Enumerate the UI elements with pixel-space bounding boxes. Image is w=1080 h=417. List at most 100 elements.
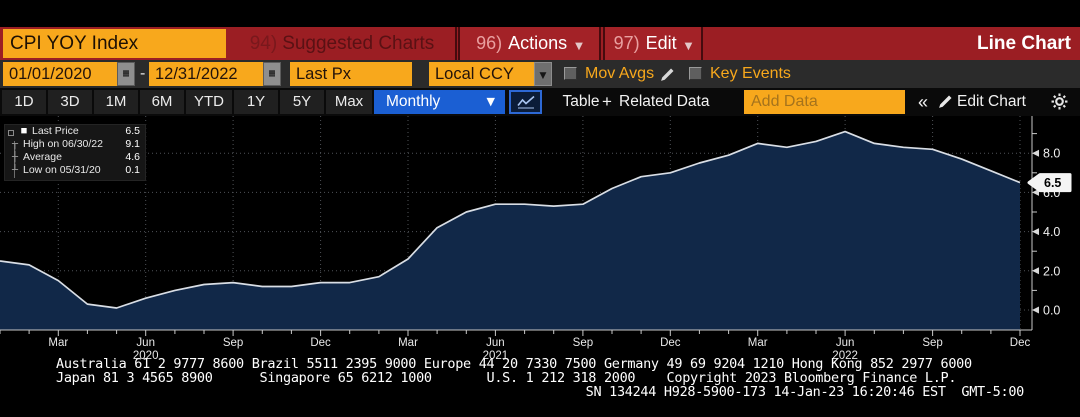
security-ticker-field[interactable]: CPI YOY Index <box>3 29 226 58</box>
legend-value: 6.5 <box>125 125 140 137</box>
caret-down-icon: ▼ <box>684 41 693 52</box>
svg-text:Sep: Sep <box>922 337 942 349</box>
edit-chart-button[interactable]: Edit Chart <box>957 93 1026 110</box>
view-type-label: Line Chart <box>977 33 1071 54</box>
date-range-separator: - <box>140 65 146 82</box>
mov-avgs-label[interactable]: Mov Avgs <box>585 65 655 82</box>
currency-dropdown-button[interactable]: ▼ <box>534 62 552 86</box>
chart-series <box>0 130 1021 330</box>
svg-text:2020: 2020 <box>133 350 159 360</box>
period-button-1y[interactable]: 1Y <box>234 90 278 114</box>
svg-text:Sep: Sep <box>223 337 243 349</box>
high-marker-icon: ┬ <box>11 139 19 150</box>
table-button[interactable]: Table <box>562 93 600 110</box>
legend-item-average[interactable]: ┼ Average 4.6 <box>5 151 145 164</box>
frequency-label: Monthly <box>386 93 441 110</box>
gear-icon[interactable] <box>1051 93 1068 115</box>
edit-menu-button[interactable]: 97) Edit ▼ <box>603 27 703 60</box>
chart-legend[interactable]: ■ Last Price 6.5 ┬ High on 06/30/22 9.1 … <box>4 124 146 181</box>
edit-label: Edit <box>645 33 677 53</box>
svg-text:Mar: Mar <box>48 337 68 349</box>
suggested-charts-button[interactable]: 94) Suggested Charts <box>229 27 457 60</box>
svg-text:Jun: Jun <box>836 337 855 349</box>
calendar-icon[interactable]: ▦ <box>117 62 135 86</box>
legend-item-high[interactable]: ┬ High on 06/30/22 9.1 <box>5 138 145 151</box>
period-button-3d[interactable]: 3D <box>48 90 92 114</box>
period-button-ytd[interactable]: YTD <box>186 90 232 114</box>
legend-drag-handle[interactable] <box>8 130 14 136</box>
currency-field[interactable]: Local CCY <box>429 62 534 86</box>
line-chart-type-button[interactable] <box>509 90 542 114</box>
svg-text:Sep: Sep <box>573 337 593 349</box>
date-to-field[interactable]: 12/31/2022 <box>149 62 263 86</box>
title-bar: CPI YOY Index 94) Suggested Charts 96) Act… <box>0 27 1080 60</box>
legend-label: High on 06/30/22 <box>23 138 103 150</box>
svg-text:8.0: 8.0 <box>1043 147 1060 161</box>
legend-label: Last Price <box>32 125 79 137</box>
caret-down-icon: ▼ <box>539 71 547 81</box>
average-marker-icon: ┼ <box>11 152 19 163</box>
legend-value: 0.1 <box>125 164 140 176</box>
legend-item-low[interactable]: ┴ Low on 05/31/20 0.1 <box>5 164 145 177</box>
actions-menu-button[interactable]: 96) Actions ▼ <box>458 27 601 60</box>
svg-text:Mar: Mar <box>398 337 418 349</box>
period-button-6m[interactable]: 6M <box>140 90 184 114</box>
svg-text:Dec: Dec <box>660 337 681 349</box>
line-chart-icon <box>516 95 535 108</box>
pencil-icon[interactable] <box>660 67 675 87</box>
svg-text:Dec: Dec <box>1010 337 1031 349</box>
legend-label: Low on 05/31/20 <box>23 164 101 176</box>
footer-copyright-line: Japan 81 3 4565 8900 Singapore 65 6212 1… <box>56 370 957 386</box>
edit-number: 97) <box>613 33 640 53</box>
svg-text:0.0: 0.0 <box>1043 304 1060 318</box>
price-source-field[interactable]: Last Px <box>290 62 412 86</box>
svg-text:2.0: 2.0 <box>1043 264 1060 278</box>
legend-marker-line <box>14 141 15 178</box>
key-events-label[interactable]: Key Events <box>710 65 791 82</box>
collapse-panel-button[interactable]: « <box>917 92 928 112</box>
period-button-5y[interactable]: 5Y <box>280 90 324 114</box>
date-from-field[interactable]: 01/01/2020 <box>3 62 117 86</box>
footer-session-line: SN 134244 H928-5900-173 14-Jan-23 16:20:… <box>585 384 1025 400</box>
svg-text:Mar: Mar <box>748 337 768 349</box>
low-marker-icon: ┴ <box>11 165 19 176</box>
legend-value: 4.6 <box>125 151 140 163</box>
plus-icon[interactable]: + <box>602 92 612 111</box>
svg-text:2022: 2022 <box>832 350 858 360</box>
last-price-badge: 6.5 <box>1027 173 1072 193</box>
svg-text:Dec: Dec <box>310 337 331 349</box>
top-black-strip <box>0 0 1080 27</box>
svg-text:Jun: Jun <box>136 337 155 349</box>
chart-axes <box>0 116 1037 336</box>
svg-text:6.5: 6.5 <box>1044 176 1061 190</box>
suggested-charts-number: 94) <box>249 33 278 54</box>
legend-value: 9.1 <box>125 138 140 150</box>
last-price-marker-icon: ■ <box>21 126 27 136</box>
caret-down-icon: ▼ <box>575 41 583 52</box>
chart-toolbar: 1D 3D 1M 6M YTD 1Y 5Y Max Monthly ▼ Tabl… <box>0 88 1080 116</box>
legend-item-last-price[interactable]: ■ Last Price 6.5 <box>5 125 145 138</box>
controls-row: 01/01/2020 ▦ - 12/31/2022 ▦ Last Px Loca… <box>0 60 1080 88</box>
period-button-max[interactable]: Max <box>326 90 372 114</box>
pencil-icon[interactable] <box>938 94 953 114</box>
key-events-checkbox[interactable] <box>689 67 702 80</box>
suggested-charts-label: Suggested Charts <box>282 33 435 54</box>
frequency-dropdown[interactable]: Monthly ▼ <box>374 90 505 114</box>
mov-avgs-checkbox[interactable] <box>564 67 577 80</box>
svg-text:Jun: Jun <box>486 337 505 349</box>
svg-text:2021: 2021 <box>483 350 509 360</box>
period-button-1d[interactable]: 1D <box>2 90 46 114</box>
svg-text:4.0: 4.0 <box>1043 225 1060 239</box>
add-data-input[interactable] <box>744 90 905 114</box>
actions-label: Actions <box>508 33 568 53</box>
footer-contact-line: Australia 61 2 9777 8600 Brazil 5511 239… <box>56 356 972 372</box>
actions-number: 96) <box>476 33 503 53</box>
legend-label: Average <box>23 151 62 163</box>
period-button-1m[interactable]: 1M <box>94 90 138 114</box>
related-data-button[interactable]: Related Data <box>619 93 710 110</box>
caret-down-icon: ▼ <box>486 95 495 108</box>
calendar-icon[interactable]: ▦ <box>263 62 281 86</box>
